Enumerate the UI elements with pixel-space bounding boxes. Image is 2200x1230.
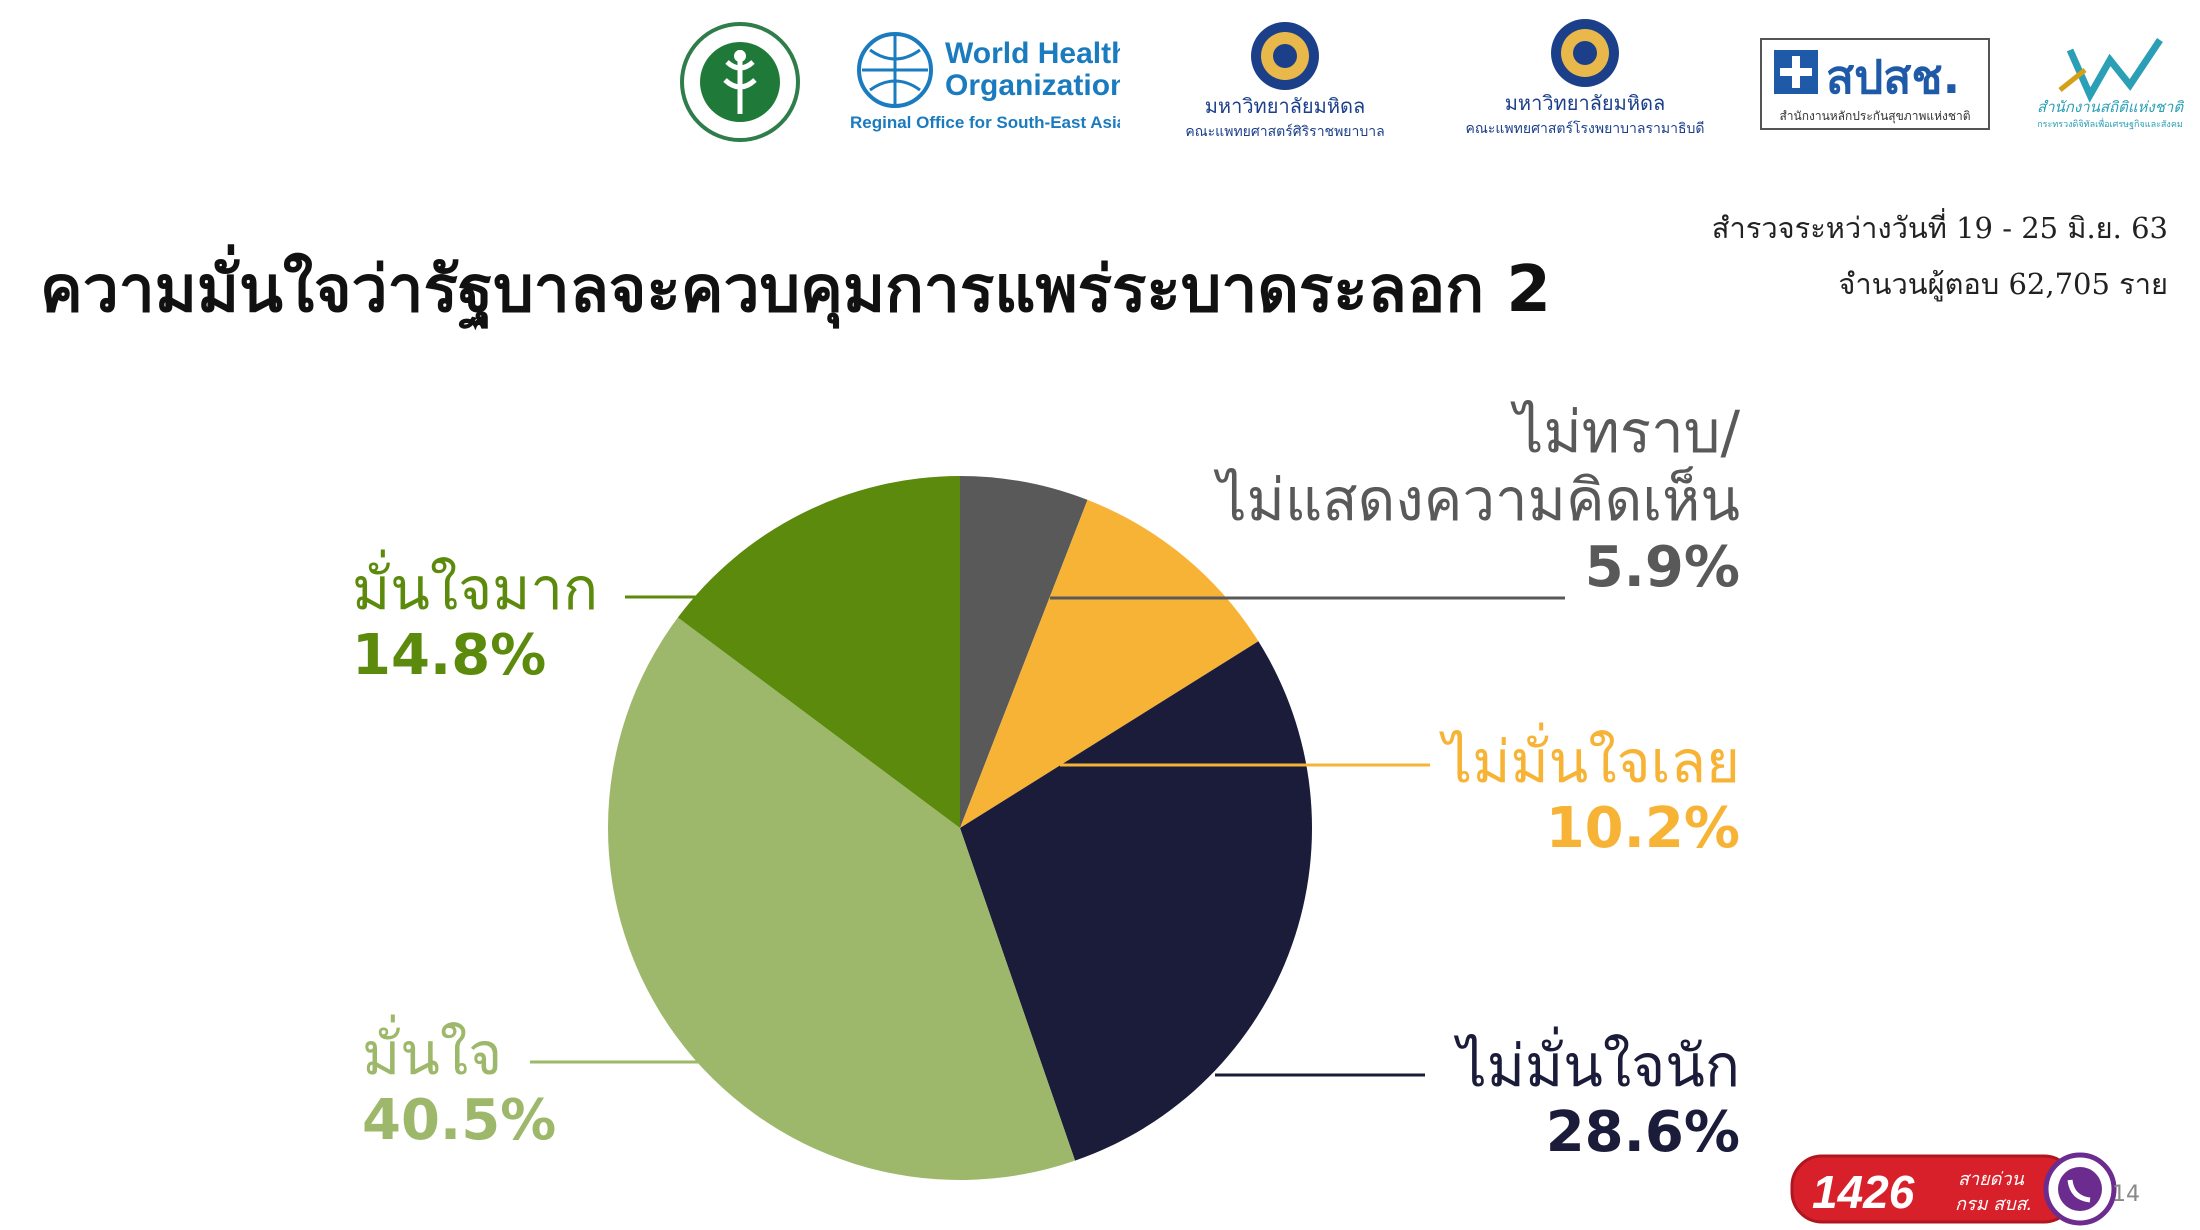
chart-title: ความมั่นใจว่ารัฐบาลจะควบคุมการแพร่ระบาดร…	[40, 253, 1551, 327]
label-dont-know-name1: ไม่ทราบ/	[1514, 398, 1740, 466]
label-confident-pct: 40.5%	[362, 1088, 557, 1154]
nso-logo: สำนักงานสถิติแห่งชาติ กระทรวงดิจิทัลเพื่…	[2037, 38, 2185, 130]
label-very-confident-name: มั่นใจมาก	[352, 555, 599, 623]
survey-period: สำรวจระหว่างวันที่ 19 - 25 มิ.ย. 63	[1711, 211, 2168, 245]
mahidol-ramathibodi-logo: มหาวิทยาลัยมหิดล คณะแพทยศาสตร์โรงพยาบาลร…	[1466, 19, 1705, 137]
who-text-2: Organization	[945, 69, 1120, 102]
slice-dont-know	[960, 476, 1088, 828]
hotline-text2: กรม สบส.	[1955, 1194, 2032, 1215]
survey-info: สำรวจระหว่างวันที่ 19 - 25 มิ.ย. 63 จำนว…	[1712, 200, 2168, 312]
slice-not-confident-at-all	[960, 499, 1259, 828]
label-confident-name: มั่นใจ	[362, 1020, 503, 1088]
pie-slices	[607, 476, 1313, 1181]
label-very-confident: มั่นใจมาก 14.8%	[352, 555, 598, 690]
nhso-logo: สปสช. สำนักงานหลักประกันสุขภาพแห่งชาติ	[1760, 38, 1990, 130]
svg-text:สำนักงานสถิติแห่งชาติ: สำนักงานสถิติแห่งชาติ	[2037, 98, 2185, 116]
slice-confident	[607, 617, 1076, 1181]
ministry-of-public-health-logo	[680, 22, 800, 142]
label-dont-know: ไม่ทราบ/ ไม่แสดงความคิดเห็น 5.9%	[1217, 398, 1740, 601]
svg-text:สปสช.: สปสช.	[1826, 50, 1960, 104]
svg-text:มหาวิทยาลัยมหิดล: มหาวิทยาลัยมหิดล	[1505, 91, 1666, 115]
label-dont-know-name2: ไม่แสดงความคิดเห็น	[1217, 466, 1740, 535]
slice-not-very-confident	[960, 641, 1313, 1161]
label-very-confident-pct: 14.8%	[352, 623, 547, 689]
slice-very-confident	[677, 476, 960, 828]
survey-respondents: จำนวนผู้ตอบ 62,705 ราย	[1838, 267, 2168, 301]
label-not-very-confident: ไม่มั่นใจนัก 28.6%	[1458, 1032, 1740, 1167]
logo-row: World Health Organization Reginal Office…	[0, 0, 2200, 150]
label-not-confident-at-all: ไม่มั่นใจเลย 10.2%	[1443, 728, 1740, 863]
who-text-1: World Health	[945, 37, 1120, 70]
svg-text:กระทรวงดิจิทัลเพื่อเศรษฐกิจและ: กระทรวงดิจิทัลเพื่อเศรษฐกิจและสังคม	[2037, 117, 2183, 130]
label-not-confident-at-all-pct: 10.2%	[1545, 796, 1740, 862]
hotline-badge: 1426 สายด่วน กรม สบส.	[1790, 1152, 2117, 1226]
hotline-number: 1426	[1812, 1166, 1915, 1218]
label-not-very-confident-name: ไม่มั่นใจนัก	[1457, 1032, 1740, 1100]
who-logo: World Health Organization Reginal Office…	[850, 32, 1120, 132]
svg-text:คณะแพทยศาสตร์ศิริราชพยาบาล: คณะแพทยศาสตร์ศิริราชพยาบาล	[1185, 123, 1384, 140]
leader-lines	[530, 595, 1565, 1077]
who-text-3: Reginal Office for South-East Asia	[850, 113, 1120, 132]
svg-text:สำนักงานหลักประกันสุขภาพแห่งชา: สำนักงานหลักประกันสุขภาพแห่งชาติ	[1779, 109, 1970, 124]
label-confident: มั่นใจ 40.5%	[362, 1020, 556, 1155]
label-not-confident-at-all-name: ไม่มั่นใจเลย	[1443, 728, 1740, 796]
phone-icon	[2058, 1167, 2102, 1211]
hotline-text1: สายด่วน	[1958, 1169, 2024, 1190]
svg-text:คณะแพทยศาสตร์โรงพยาบาลรามาธิบด: คณะแพทยศาสตร์โรงพยาบาลรามาธิบดี	[1466, 120, 1705, 137]
label-dont-know-pct: 5.9%	[1584, 534, 1740, 600]
label-not-very-confident-pct: 28.6%	[1545, 1100, 1740, 1166]
page-number: 14	[2112, 1182, 2140, 1207]
svg-text:มหาวิทยาลัยมหิดล: มหาวิทยาลัยมหิดล	[1205, 94, 1366, 118]
mahidol-siriraj-logo: มหาวิทยาลัยมหิดล คณะแพทยศาสตร์ศิริราชพยา…	[1185, 22, 1385, 140]
